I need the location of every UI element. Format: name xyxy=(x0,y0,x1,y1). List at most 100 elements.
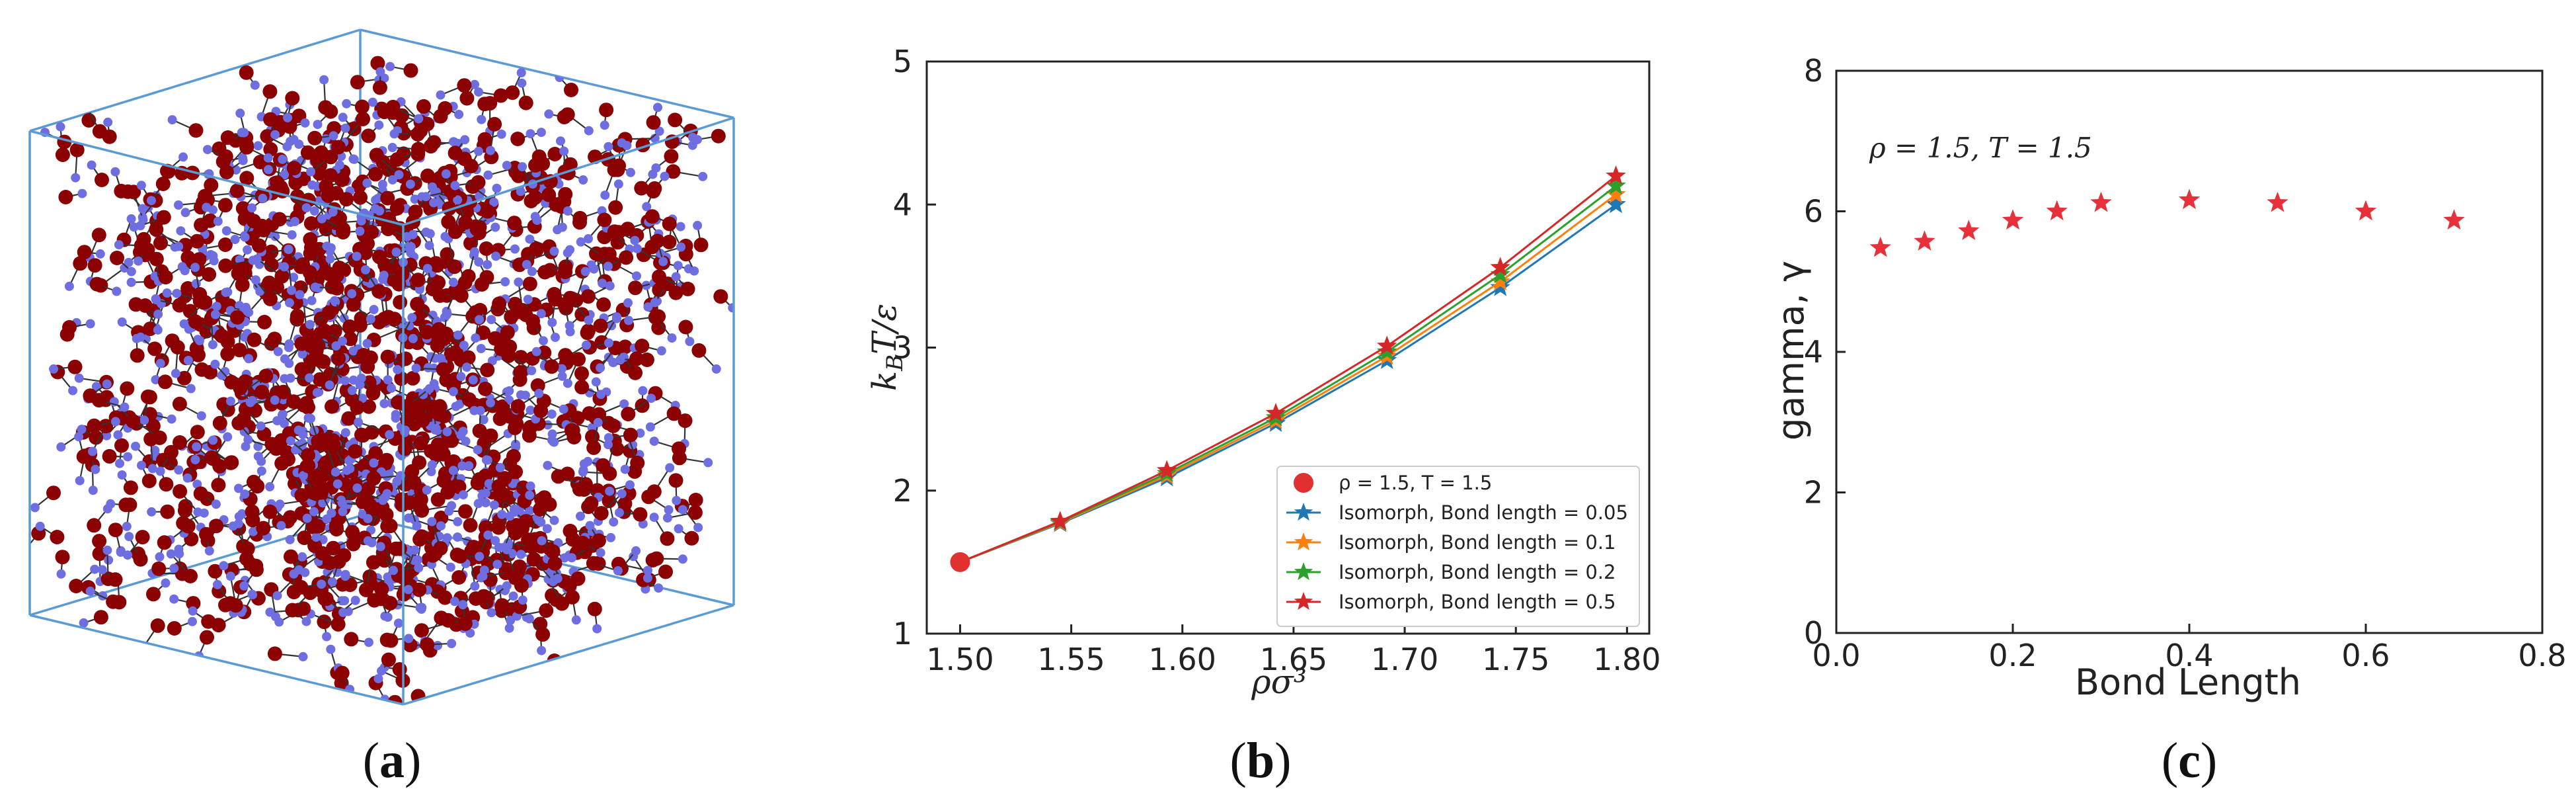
blue-particle xyxy=(630,235,640,245)
blue-particle xyxy=(223,432,233,442)
red-particle xyxy=(286,585,301,600)
red-particle xyxy=(91,228,106,243)
blue-particle xyxy=(264,165,273,175)
blue-particle xyxy=(77,425,87,435)
red-particle xyxy=(611,158,626,173)
blue-particle xyxy=(508,591,518,601)
molecule xyxy=(167,616,197,636)
molecule xyxy=(49,359,83,374)
blue-particle xyxy=(441,169,451,179)
red-particle xyxy=(563,290,578,306)
blue-particle xyxy=(393,618,403,628)
red-particle xyxy=(713,289,728,304)
red-particle xyxy=(492,296,507,312)
blue-particle xyxy=(182,473,192,483)
blue-particle xyxy=(49,364,59,374)
red-particle xyxy=(157,535,172,550)
blue-particle xyxy=(475,552,485,562)
red-particle xyxy=(491,479,506,494)
blue-particle xyxy=(255,286,265,296)
blue-particle xyxy=(592,624,602,634)
red-particle xyxy=(414,623,429,638)
blue-particle xyxy=(284,358,294,368)
red-particle xyxy=(596,297,611,312)
blue-particle xyxy=(407,313,417,323)
blue-particle xyxy=(408,230,418,239)
blue-particle xyxy=(325,254,335,264)
blue-particle xyxy=(340,123,350,133)
blue-particle xyxy=(113,430,123,440)
blue-particle xyxy=(491,251,501,261)
blue-particle xyxy=(251,275,260,285)
red-particle xyxy=(599,103,614,118)
red-particle xyxy=(372,80,387,95)
blue-particle xyxy=(167,115,177,125)
blue-particle xyxy=(375,206,385,216)
red-particle xyxy=(157,374,173,390)
blue-particle xyxy=(651,163,661,173)
red-particle xyxy=(120,184,136,199)
molecule xyxy=(624,309,666,325)
red-particle xyxy=(480,204,495,219)
molecule xyxy=(587,601,602,634)
blue-particle xyxy=(183,356,193,365)
blue-particle xyxy=(369,458,379,468)
red-particle xyxy=(151,561,167,576)
blue-particle xyxy=(536,128,546,138)
blue-particle xyxy=(383,375,393,385)
red-particle xyxy=(46,485,61,501)
red-particle xyxy=(321,267,336,282)
red-particle xyxy=(307,130,323,146)
red-particle xyxy=(505,85,520,101)
red-particle xyxy=(647,181,662,196)
red-particle xyxy=(69,579,84,593)
blue-particle xyxy=(475,405,485,415)
blue-particle xyxy=(625,480,635,490)
red-particle xyxy=(232,343,247,358)
blue-particle xyxy=(263,153,273,163)
blue-particle xyxy=(553,573,563,583)
blue-particle xyxy=(176,226,186,236)
blue-particle xyxy=(151,295,161,305)
red-particle xyxy=(219,165,234,180)
blue-particle xyxy=(153,325,163,335)
red-particle xyxy=(608,200,623,215)
molecule xyxy=(649,551,687,566)
blue-particle xyxy=(136,221,145,231)
blue-particle xyxy=(331,467,340,477)
red-particle xyxy=(666,406,682,421)
blue-particle xyxy=(295,290,305,300)
blue-particle xyxy=(131,441,140,451)
blue-particle xyxy=(527,366,537,376)
red-particle xyxy=(339,192,354,207)
red-particle xyxy=(264,437,280,452)
red-particle xyxy=(649,551,664,566)
red-particle xyxy=(641,489,656,505)
red-particle xyxy=(73,256,88,271)
molecule xyxy=(69,142,85,183)
blue-particle xyxy=(169,594,179,604)
blue-particle xyxy=(518,162,527,172)
blue-particle xyxy=(325,380,334,390)
red-particle xyxy=(211,478,226,493)
molecule xyxy=(64,256,88,291)
blue-particle xyxy=(559,146,569,156)
blue-particle xyxy=(162,288,172,298)
blue-particle xyxy=(436,521,446,531)
red-particle xyxy=(633,507,648,522)
red-particle xyxy=(508,526,523,540)
red-particle xyxy=(510,399,526,414)
blue-particle xyxy=(82,103,92,112)
blue-particle xyxy=(126,214,136,224)
blue-particle xyxy=(526,129,535,139)
blue-particle xyxy=(489,500,499,510)
red-particle xyxy=(597,212,612,228)
blue-particle xyxy=(578,467,588,477)
blue-particle xyxy=(327,577,337,587)
blue-particle xyxy=(600,190,610,200)
blue-particle xyxy=(424,241,434,251)
red-particle xyxy=(301,448,315,463)
red-particle xyxy=(629,351,644,366)
red-particle xyxy=(480,362,495,378)
red-particle xyxy=(564,83,578,97)
